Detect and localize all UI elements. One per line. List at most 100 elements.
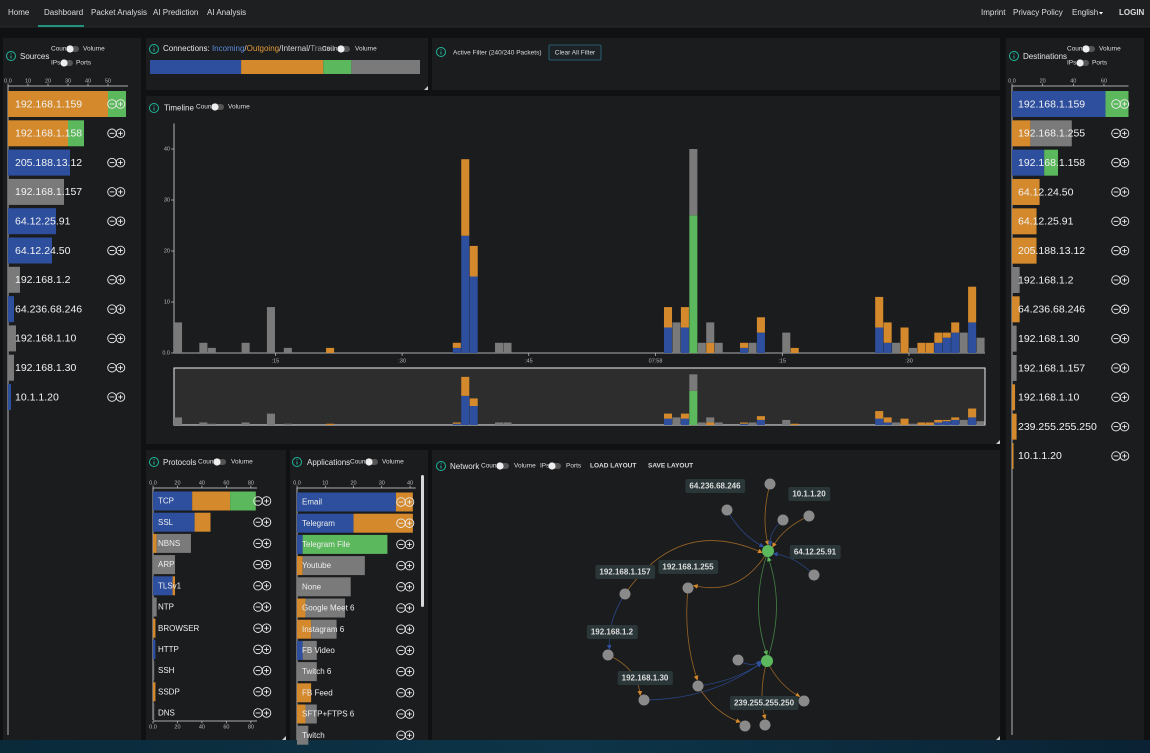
filter-in-icon[interactable] [261, 559, 272, 570]
bar-segment[interactable] [302, 556, 365, 576]
network-node[interactable] [808, 569, 820, 581]
bar-segment[interactable] [297, 598, 306, 618]
network-hub[interactable] [761, 655, 773, 667]
bar-segment[interactable] [1012, 91, 1106, 117]
timeline-bar[interactable] [706, 342, 715, 353]
filter-in-icon[interactable] [1119, 304, 1130, 315]
bar-segment[interactable] [297, 662, 317, 682]
bar-segment[interactable] [153, 661, 155, 681]
bar-segment[interactable] [297, 577, 351, 597]
network-hub[interactable] [762, 545, 774, 557]
filter-in-icon[interactable] [1119, 275, 1130, 285]
timeline-bar[interactable] [748, 342, 757, 353]
filter-in-icon[interactable] [115, 99, 126, 109]
filter-in-icon[interactable] [261, 623, 272, 633]
nav-link[interactable]: Imprint [981, 8, 1006, 17]
timeline-bar[interactable] [951, 322, 960, 333]
network-node[interactable] [638, 694, 650, 706]
network-node[interactable] [721, 504, 733, 516]
bar-segment[interactable] [395, 492, 413, 512]
nav-item[interactable]: AI Prediction [153, 8, 198, 17]
timeline-bar[interactable] [968, 286, 977, 323]
toggle-knob[interactable] [60, 59, 68, 67]
filter-in-icon[interactable] [115, 275, 126, 285]
filter-in-icon[interactable] [1119, 451, 1130, 461]
toggle-knob[interactable] [66, 45, 74, 53]
filter-in-icon[interactable] [404, 666, 415, 677]
bar-segment[interactable] [8, 91, 108, 117]
login-button[interactable]: LOGIN [1119, 8, 1145, 17]
filter-in-icon[interactable] [404, 518, 415, 528]
timeline-bar[interactable] [942, 332, 951, 338]
filter-in-icon[interactable] [115, 304, 126, 314]
filter-in-icon[interactable] [1119, 333, 1130, 344]
network-node[interactable] [732, 654, 744, 666]
bar-segment[interactable] [1012, 384, 1016, 411]
timeline-bar[interactable] [883, 342, 892, 353]
bar-segment[interactable] [153, 555, 176, 575]
timeline-bar[interactable] [908, 347, 918, 353]
network-node[interactable] [803, 510, 815, 522]
timeline-bar[interactable] [452, 347, 461, 353]
bar-segment[interactable] [297, 513, 354, 533]
bar-segment[interactable] [8, 178, 64, 205]
bar-segment[interactable] [153, 533, 157, 553]
filter-in-icon[interactable] [1119, 128, 1130, 139]
bar-segment[interactable] [8, 384, 11, 410]
timeline-bar[interactable] [207, 347, 216, 353]
timeline-bar[interactable] [942, 337, 951, 353]
timeline-bar[interactable] [917, 342, 926, 353]
network-node[interactable] [619, 588, 631, 600]
filter-in-icon[interactable] [1119, 157, 1130, 168]
filter-in-icon[interactable] [261, 644, 272, 655]
filter-in-icon[interactable] [404, 603, 415, 613]
bar-segment[interactable] [156, 533, 191, 553]
bar-segment[interactable] [297, 534, 303, 554]
toggle-knob[interactable] [548, 462, 556, 470]
bar-segment[interactable] [153, 618, 156, 638]
timeline-bar[interactable] [740, 347, 749, 353]
bar-segment[interactable] [153, 597, 157, 617]
bar-segment[interactable] [153, 576, 173, 596]
filter-in-icon[interactable] [115, 392, 126, 402]
resize-handle[interactable] [282, 736, 286, 740]
filter-in-icon[interactable] [115, 157, 126, 168]
toggle-knob[interactable] [213, 458, 221, 466]
timeline-bar[interactable] [266, 307, 275, 353]
timeline-bar[interactable] [951, 332, 960, 353]
language-select[interactable]: English [1072, 8, 1098, 17]
timeline-bar[interactable] [469, 276, 478, 354]
timeline-bar[interactable] [495, 342, 504, 353]
filter-in-icon[interactable] [115, 362, 126, 373]
toggle-knob[interactable] [211, 103, 219, 111]
toggle-knob[interactable] [496, 462, 504, 470]
toggle-knob[interactable] [337, 45, 345, 53]
filter-in-icon[interactable] [261, 496, 272, 506]
timeline-bar[interactable] [875, 327, 884, 354]
connection-segment[interactable] [241, 60, 324, 74]
connection-segment[interactable] [351, 60, 420, 74]
bar-segment[interactable] [108, 91, 126, 117]
bar-segment[interactable] [1012, 237, 1037, 264]
timeline-bar[interactable] [968, 322, 977, 353]
timeline-bar[interactable] [680, 307, 689, 328]
network-node[interactable] [777, 514, 789, 526]
filter-in-icon[interactable] [1119, 99, 1130, 109]
connection-segment[interactable] [323, 60, 352, 74]
clear-filter-label[interactable]: Clear All Filter [555, 50, 596, 57]
bar-segment[interactable] [192, 491, 231, 511]
resize-handle[interactable] [424, 86, 428, 90]
bar-segment[interactable] [153, 682, 156, 702]
bar-segment[interactable] [153, 491, 193, 511]
connection-segment[interactable] [150, 60, 242, 74]
network-node[interactable] [602, 649, 614, 661]
filter-in-icon[interactable] [404, 582, 415, 592]
resize-handle[interactable] [996, 736, 1000, 740]
filter-in-icon[interactable] [115, 333, 126, 344]
clear-filter-button[interactable] [548, 44, 602, 61]
bar-segment[interactable] [1012, 149, 1045, 176]
bar-segment[interactable] [1012, 296, 1020, 323]
filter-in-icon[interactable] [404, 560, 415, 571]
filter-in-icon[interactable] [404, 730, 415, 740]
nav-item[interactable]: AI Analysis [207, 8, 246, 17]
